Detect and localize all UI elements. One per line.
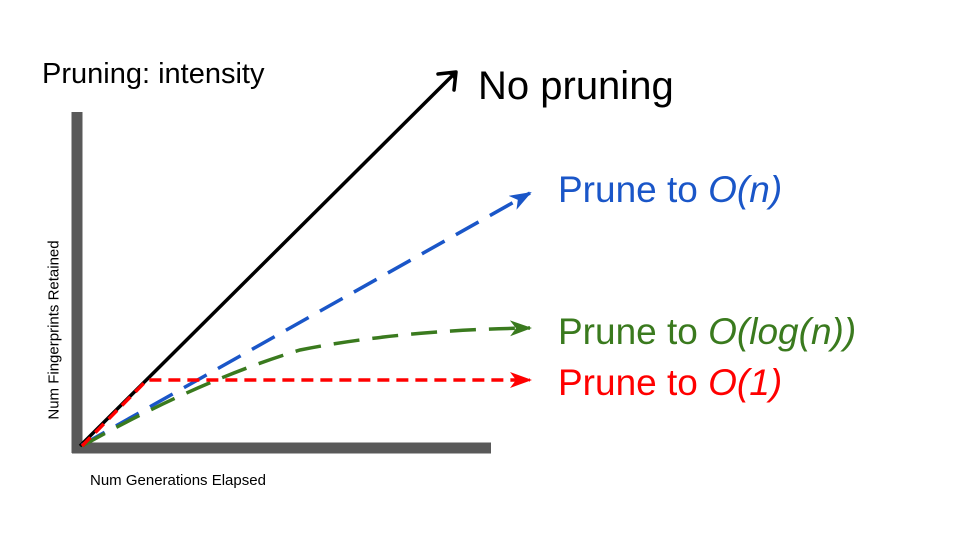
arrow-head-no-pruning (436, 70, 458, 92)
label-prune-o1: Prune to O(1) (558, 362, 782, 404)
label-prune-on-math: O(n) (708, 169, 783, 210)
curve-prune-o1 (80, 372, 532, 448)
curve-prune-olog (81, 320, 532, 448)
label-prune-o1-prefix: Prune to (558, 362, 709, 403)
label-no-pruning-text: No pruning (478, 64, 674, 108)
curve-prune-on (81, 191, 532, 447)
label-prune-o1-math: O(1) (708, 362, 783, 403)
y-axis-label: Num Fingerprints Retained (45, 240, 63, 420)
label-prune-olog-math: O(log(n)) (708, 311, 857, 352)
label-prune-olog-prefix: Prune to (558, 311, 709, 352)
label-prune-olog: Prune to O(log(n)) (558, 311, 856, 353)
label-no-pruning: No pruning (478, 64, 674, 109)
label-prune-on-prefix: Prune to (558, 169, 709, 210)
slide-title: Pruning: intensity (42, 58, 265, 90)
label-prune-on: Prune to O(n) (558, 169, 782, 211)
x-axis-label: Num Generations Elapsed (90, 472, 266, 489)
